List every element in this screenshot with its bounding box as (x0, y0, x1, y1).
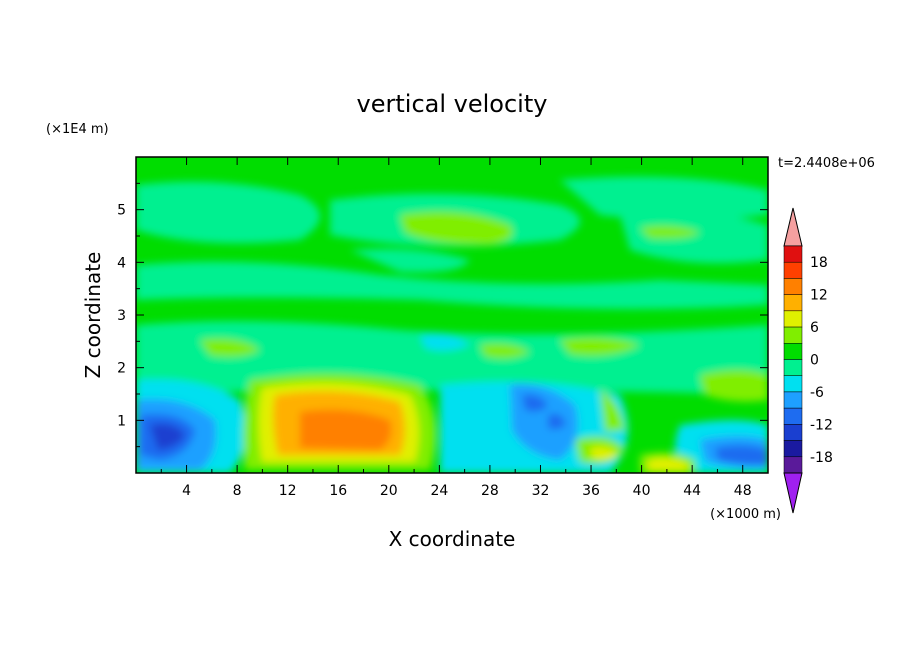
colorbar-band-0 (783, 245, 803, 263)
colorbar-band-8 (783, 375, 803, 393)
colorbar-label-0: 18 (810, 255, 828, 271)
x-unit-label: (×1000 m) (710, 507, 781, 522)
x-tick-label-6: 28 (481, 483, 499, 499)
x-tick-label-10: 44 (683, 483, 701, 499)
colorbar-label-1: 12 (810, 288, 828, 304)
colorbar-band-4 (783, 310, 803, 328)
x-tick-label-11: 48 (734, 483, 752, 499)
y-tick-label-3: 4 (117, 255, 126, 271)
x-axis-label: X coordinate (389, 527, 516, 551)
x-axis-ticks: 4 8 12 16 20 24 28 32 36 40 44 48 (160, 157, 752, 499)
x-tick-label-1: 8 (233, 483, 242, 499)
colorbar (783, 207, 803, 514)
y-tick-label-2: 3 (117, 308, 126, 324)
colorbar-band-11 (783, 424, 803, 441)
x-tick-label-3: 16 (329, 483, 347, 499)
colorbar-band-6 (783, 343, 803, 360)
x-tick-label-5: 24 (430, 483, 448, 499)
colorbar-band-7 (783, 359, 803, 376)
chart-title: vertical velocity (357, 90, 548, 118)
x-tick-label-0: 4 (182, 483, 191, 499)
y-axis-label: Z coordinate (81, 252, 105, 379)
x-tick-label-7: 32 (532, 483, 550, 499)
x-tick-label-9: 40 (633, 483, 651, 499)
colorbar-band-2 (783, 278, 803, 295)
colorbar-band-1 (783, 261, 803, 279)
colorbar-label-5: -12 (810, 417, 833, 433)
colorbar-labels: 18 12 6 0 -6 -12 -18 (810, 255, 833, 466)
colorbar-label-4: -6 (810, 385, 824, 401)
x-tick-label-2: 12 (279, 483, 297, 499)
colorbar-bottom-arrow (783, 472, 803, 514)
y-tick-label-1: 2 (117, 361, 126, 377)
colorbar-label-3: 0 (810, 353, 819, 369)
y-tick-label-0: 1 (117, 413, 126, 429)
colorbar-band-12 (783, 440, 803, 458)
colorbar-label-6: -18 (810, 450, 833, 466)
colorbar-band-5 (783, 326, 803, 344)
colorbar-band-9 (783, 391, 803, 409)
colorbar-band-13 (783, 456, 803, 474)
y-unit-label: (×1E4 m) (46, 122, 109, 137)
contour-field (136, 157, 768, 473)
y-tick-label-4: 5 (117, 203, 126, 219)
colorbar-top-arrow (783, 207, 803, 247)
time-label: t=2.4408e+06 (778, 156, 875, 171)
colorbar-band-10 (783, 407, 803, 425)
x-tick-label-8: 36 (582, 483, 600, 499)
x-tick-label-4: 20 (380, 483, 398, 499)
y-axis-ticks: 1 2 3 4 5 (117, 182, 768, 448)
colorbar-label-2: 6 (810, 320, 819, 336)
colorbar-band-3 (783, 294, 803, 312)
